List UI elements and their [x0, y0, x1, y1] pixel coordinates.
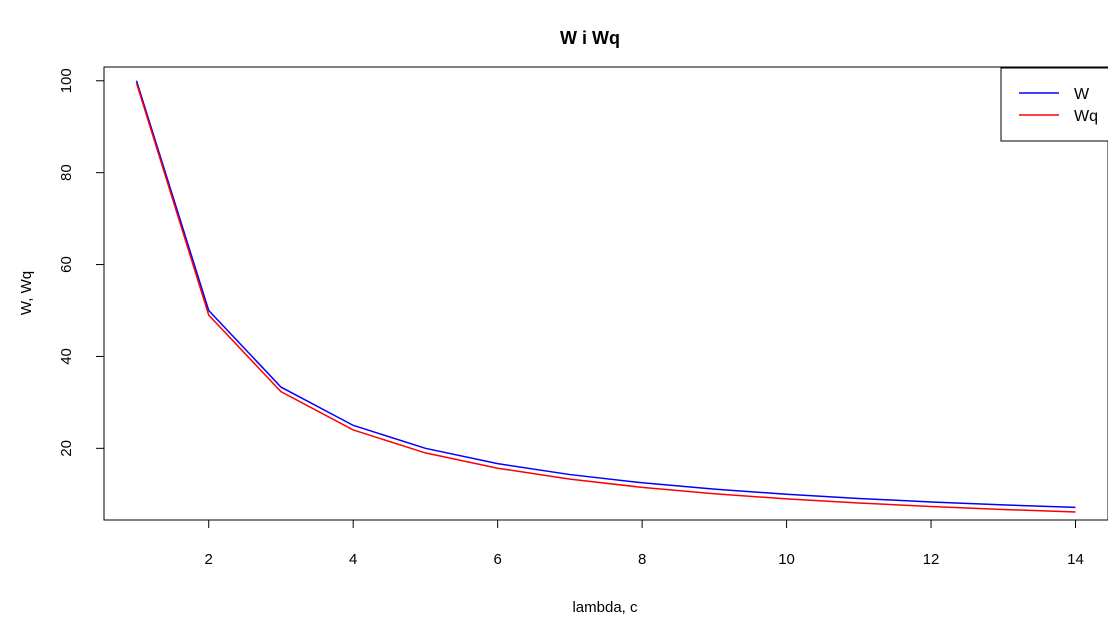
- x-tick-label: 14: [1067, 551, 1084, 568]
- series-layer: [135, 80, 1076, 513]
- x-tick-label: 6: [493, 551, 501, 568]
- legend: W Wq: [1000, 67, 1108, 142]
- y-axis: 20 40 60 80 100: [58, 68, 105, 457]
- x-tick-label: 10: [778, 551, 795, 568]
- legend-box: [1000, 67, 1108, 142]
- series-line-wq: [135, 82, 1076, 513]
- x-tick-label: 12: [923, 551, 940, 568]
- x-axis: 2 4 6 8 10 12 14: [205, 519, 1084, 568]
- x-tick-label: 4: [349, 551, 357, 568]
- chart-title: W i Wq: [560, 28, 620, 48]
- x-axis-title: lambda, c: [572, 599, 638, 616]
- y-tick-label: 40: [58, 348, 75, 365]
- legend-label-wq: Wq: [1074, 108, 1098, 125]
- x-tick-label: 8: [638, 551, 646, 568]
- y-tick-label: 100: [58, 68, 75, 93]
- y-tick-label: 20: [58, 440, 75, 457]
- y-tick-label: 60: [58, 256, 75, 273]
- plot-frame: [103, 66, 1108, 521]
- legend-label-w: W: [1074, 86, 1090, 103]
- x-tick-label: 2: [205, 551, 213, 568]
- y-tick-label: 80: [58, 164, 75, 181]
- series-line-w: [135, 80, 1076, 509]
- y-axis-title: W, Wq: [18, 271, 35, 315]
